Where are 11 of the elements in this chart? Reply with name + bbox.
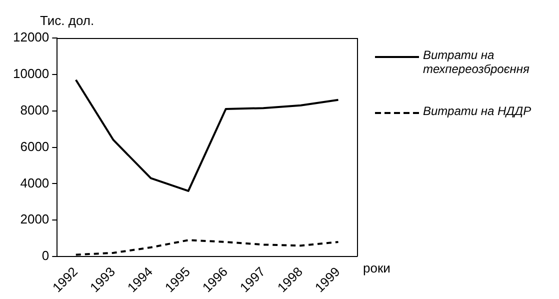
y-tick-label: 2000 (20, 212, 50, 227)
y-tick-label: 6000 (20, 138, 50, 154)
y-tick-label: 10000 (12, 66, 50, 81)
legend-label: Витрати на НДДР (423, 104, 532, 118)
y-axis-title: Тис. дол. (40, 13, 94, 28)
x-axis-title: роки (363, 260, 390, 276)
y-tick-label: 0 (42, 248, 50, 264)
legend-label: Витрати на техпереозброєння (423, 48, 530, 76)
y-tick-label: 12000 (12, 30, 50, 45)
y-tick-label: 4000 (20, 175, 50, 190)
y-tick-label: 8000 (20, 102, 50, 118)
